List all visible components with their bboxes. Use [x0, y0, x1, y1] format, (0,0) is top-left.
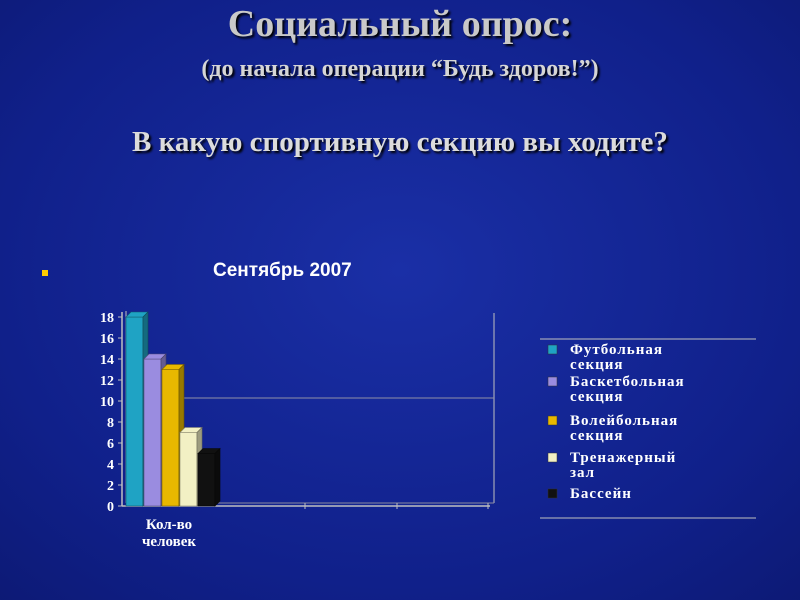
bar — [125, 316, 144, 507]
slide-subtitle: (до начала операции “Будь здоров!”) — [201, 56, 599, 82]
legend-entry-label: Волейбольная — [570, 413, 678, 429]
bar — [179, 432, 198, 507]
chart-title: Сентябрь 2007 — [213, 260, 352, 281]
legend-entry-label: Тренажерный — [570, 450, 676, 466]
y-tick-label: 2 — [107, 479, 114, 494]
bar — [197, 453, 216, 507]
legend-swatch — [547, 452, 558, 463]
y-tick-label: 8 — [107, 416, 114, 431]
legend-entry-label: зал — [570, 465, 595, 481]
legend-swatch — [547, 376, 558, 387]
survey-question: В какую спортивную секцию вы ходите? — [132, 126, 668, 158]
legend: ФутбольнаясекцияБаскетбольнаясекцияВолей… — [540, 338, 756, 519]
legend-entry-label: Футбольная — [570, 342, 663, 358]
legend-swatch — [547, 344, 558, 355]
bar-side-face — [214, 447, 221, 507]
y-tick-label: 14 — [100, 353, 114, 368]
y-tick-label: 18 — [100, 311, 114, 326]
legend-entry-label: секция — [570, 389, 624, 405]
legend-entry-label: секция — [570, 428, 624, 444]
bar — [143, 358, 162, 507]
slide-title: Социальный опрос: — [227, 3, 573, 45]
legend-swatch — [547, 488, 558, 499]
legend-swatch — [547, 415, 558, 426]
y-tick-label: 0 — [107, 500, 114, 515]
x-category-label: Кол-во — [146, 517, 192, 533]
legend-entry-label: Бассейн — [570, 486, 632, 502]
x-category-label: человек — [142, 534, 196, 550]
legend-entry-label: Баскетбольная — [570, 374, 685, 390]
bullet-marker — [42, 270, 48, 276]
y-tick-label: 6 — [107, 437, 114, 452]
y-tick-label: 10 — [100, 395, 114, 410]
y-tick-label: 4 — [107, 458, 114, 473]
bar — [161, 369, 180, 507]
legend-entry-label: секция — [570, 357, 624, 373]
y-tick-label: 16 — [100, 332, 114, 347]
y-tick-label: 12 — [100, 374, 114, 389]
